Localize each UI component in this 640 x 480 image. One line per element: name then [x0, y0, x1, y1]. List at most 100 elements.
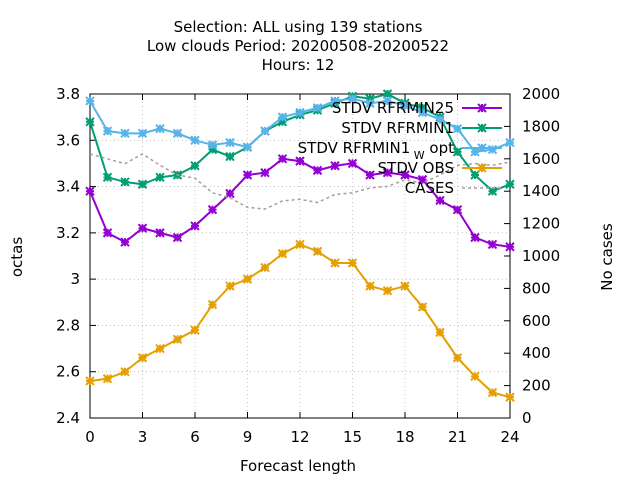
data-point — [417, 103, 428, 113]
y2-tick-label: 800 — [522, 279, 551, 297]
data-point — [102, 172, 113, 183]
data-point — [505, 242, 515, 252]
x-axis-ticks: 0 3 6 9 12 15 18 21 24 — [85, 94, 520, 446]
x-tick-label: 21 — [448, 428, 467, 446]
data-point — [85, 96, 95, 106]
legend-marker — [477, 103, 487, 113]
data-point — [487, 387, 498, 398]
data-point — [190, 325, 200, 335]
data-point — [382, 167, 393, 178]
data-point — [85, 376, 95, 386]
legend-marker — [477, 143, 487, 153]
y-axis-label: octas — [8, 237, 26, 277]
data-point — [505, 392, 515, 402]
data-point — [225, 281, 235, 291]
data-point — [330, 161, 340, 171]
y-tick-label: 3.2 — [56, 224, 80, 242]
data-point — [452, 147, 463, 157]
y2-axis-ticks: 0 200 400 600 800 1000 1200 1400 1600 1800 2000 — [504, 85, 560, 427]
data-point — [417, 302, 428, 312]
data-point — [225, 137, 235, 148]
y2-tick-label: 200 — [522, 377, 551, 395]
legend-label: STDV RFRMIN1 — [341, 119, 454, 137]
data-point — [365, 281, 375, 291]
data-point — [382, 286, 393, 296]
data-point — [347, 158, 358, 169]
data-point — [277, 154, 288, 164]
data-point — [470, 147, 480, 157]
data-point — [225, 151, 235, 162]
series-3 — [85, 239, 515, 402]
series-layer — [85, 89, 515, 402]
series-0 — [85, 154, 515, 252]
data-point — [137, 353, 148, 363]
y-tick-label: 2.8 — [56, 316, 80, 334]
data-point — [137, 179, 148, 189]
data-point — [120, 237, 130, 247]
series-line — [89, 153, 511, 210]
data-point — [330, 96, 340, 106]
x-tick-label: 9 — [243, 428, 253, 446]
data-point — [102, 373, 113, 384]
data-point — [400, 100, 410, 111]
data-point — [207, 299, 218, 310]
y2-tick-label: 1800 — [522, 117, 560, 135]
data-point — [487, 239, 498, 250]
data-point — [505, 179, 515, 189]
data-point — [417, 174, 428, 185]
y2-tick-label: 1200 — [522, 215, 560, 233]
y-tick-label: 3.6 — [56, 131, 80, 149]
x-tick-label: 18 — [395, 428, 414, 446]
data-point — [295, 156, 305, 166]
data-point — [277, 248, 288, 259]
data-point — [382, 89, 393, 99]
data-point — [172, 334, 183, 345]
y2-axis-label: No cases — [598, 223, 616, 291]
data-point — [155, 124, 165, 134]
data-point — [155, 172, 165, 183]
data-point — [120, 367, 130, 377]
y2-tick-label: 0 — [522, 409, 532, 427]
chart-title-line-2: Low clouds Period: 20200508-20200522 — [147, 37, 449, 55]
data-point — [260, 262, 270, 273]
legend-label: CASES — [405, 179, 454, 197]
y-tick-label: 3.4 — [56, 178, 80, 196]
data-point — [347, 258, 358, 268]
y-tick-label: 2.4 — [56, 409, 80, 427]
data-point — [155, 228, 165, 238]
legend-marker — [477, 163, 487, 173]
data-point — [190, 161, 200, 171]
data-point — [347, 93, 358, 104]
data-point — [102, 126, 113, 136]
data-point — [295, 107, 305, 118]
data-point — [102, 228, 113, 238]
data-point — [172, 232, 183, 243]
y2-tick-label: 1400 — [522, 182, 560, 200]
data-point — [417, 107, 428, 118]
data-point — [242, 142, 253, 152]
data-point — [207, 144, 218, 155]
data-point — [225, 188, 235, 199]
data-point — [312, 165, 323, 176]
data-point — [120, 128, 130, 139]
x-tick-label: 3 — [138, 428, 148, 446]
data-point — [330, 258, 340, 268]
data-point — [85, 117, 95, 127]
y2-tick-label: 600 — [522, 312, 551, 330]
data-point — [505, 137, 515, 148]
data-point — [470, 170, 480, 180]
data-point — [207, 140, 218, 150]
data-point — [470, 232, 480, 243]
data-point — [120, 177, 130, 187]
data-point — [155, 343, 165, 354]
data-point — [400, 170, 410, 180]
data-point — [487, 144, 498, 155]
y2-tick-label: 1600 — [522, 150, 560, 168]
data-point — [365, 93, 375, 104]
data-point — [435, 114, 445, 125]
legend-label: STDV OBS — [378, 159, 454, 177]
y-tick-label: 3.8 — [56, 85, 80, 103]
y-tick-label: 2.6 — [56, 363, 80, 381]
data-point — [172, 128, 183, 139]
